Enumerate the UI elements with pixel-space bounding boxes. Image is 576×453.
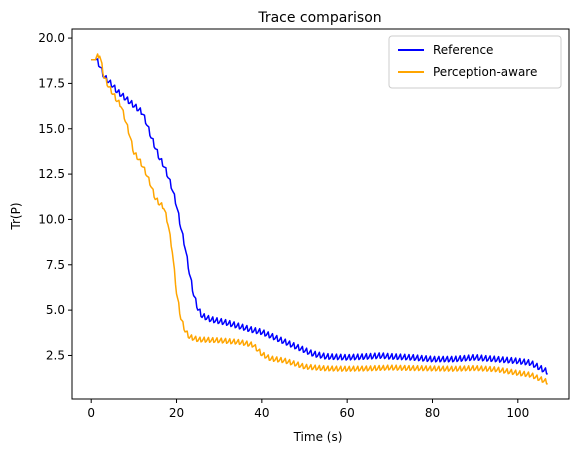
y-tick-label: 20.0 — [38, 31, 65, 45]
y-tick-label: 12.5 — [38, 167, 65, 181]
y-tick-label: 17.5 — [38, 76, 65, 90]
series-line-1 — [91, 58, 548, 375]
legend-label: Reference — [433, 43, 493, 57]
plot-area — [91, 53, 548, 385]
y-tick-label: 2.5 — [46, 348, 65, 362]
plot-frame — [71, 28, 570, 400]
y-tick-label: 5.0 — [46, 303, 65, 317]
legend: Reference Perception-aware — [388, 35, 562, 89]
chart-title: Trace comparison — [257, 10, 381, 26]
y-tick-label: 7.5 — [46, 258, 65, 272]
series-line-2 — [91, 53, 548, 385]
x-tick-label: 100 — [506, 406, 529, 420]
legend-box — [388, 35, 562, 89]
x-tick-label: 40 — [254, 406, 269, 420]
axes: 0 20 40 60 80 100 2.5 5.0 7.5 10.0 12.5 15.0 17.5 20.… — [38, 28, 570, 420]
x-tick-label: 60 — [340, 406, 355, 420]
x-axis-label: Time (s) — [293, 430, 343, 444]
x-tick-label: 20 — [169, 406, 184, 420]
y-tick-label: 15.0 — [38, 122, 65, 136]
y-tick-label: 10.0 — [38, 212, 65, 226]
x-tick-label: 0 — [87, 406, 95, 420]
legend-label: Perception-aware — [433, 65, 537, 79]
x-tick-label: 80 — [425, 406, 440, 420]
y-axis-label: Tr(P) — [9, 202, 23, 230]
